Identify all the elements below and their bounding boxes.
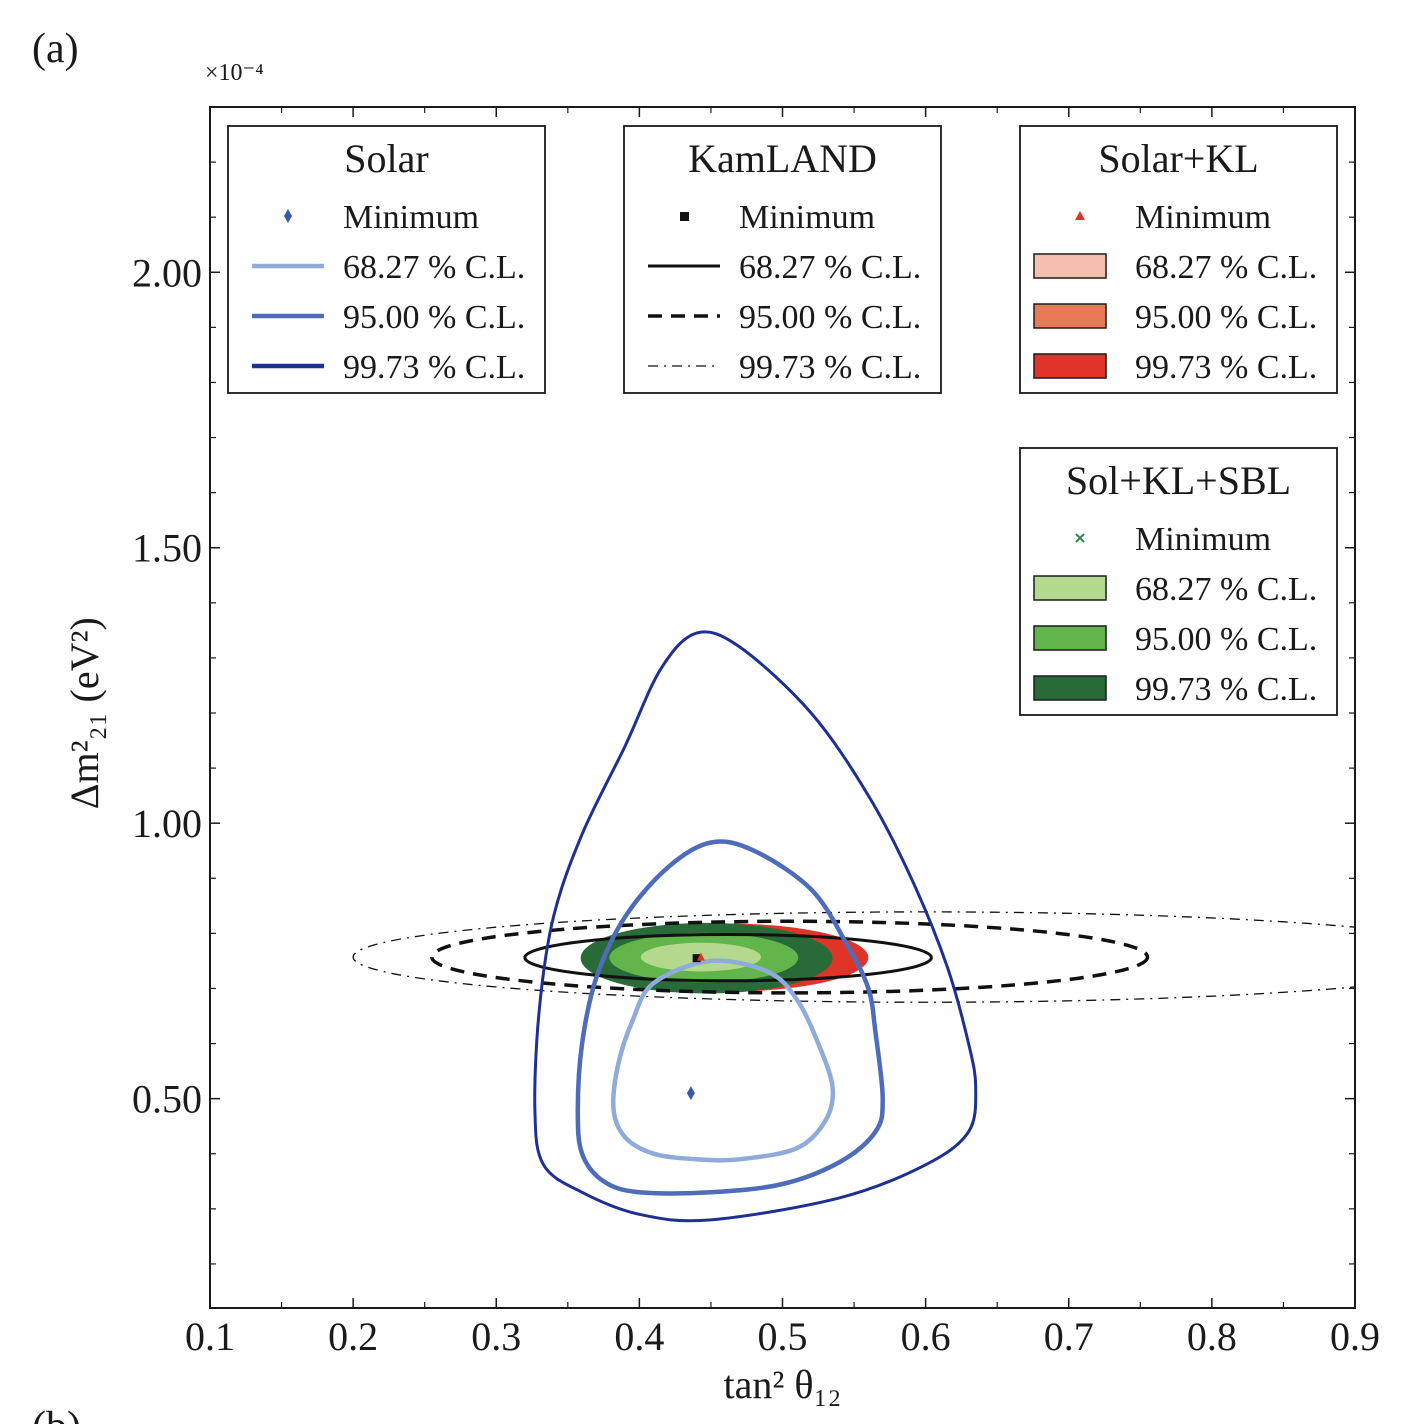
x-axis-label: tan² θ₁₂ bbox=[724, 1362, 842, 1407]
minimum-markers bbox=[686, 952, 705, 1101]
x-tick-label: 0.5 bbox=[758, 1314, 808, 1359]
legend-entry-label: 68.27 % C.L. bbox=[1135, 571, 1317, 608]
legend-entry-label: 99.73 % C.L. bbox=[1135, 349, 1317, 386]
legend-x-marker bbox=[1075, 533, 1085, 543]
kamland-contour bbox=[523, 932, 933, 983]
legend-entry-label: 99.73 % C.L. bbox=[343, 349, 525, 386]
legend-title: Solar+KL bbox=[1098, 136, 1258, 181]
y-axis-label: Δm²₂₁ (eV²) bbox=[62, 617, 107, 809]
legend-patch-swatch bbox=[1033, 675, 1107, 701]
panel-label: (a) bbox=[32, 26, 79, 72]
legend-entry-label: 95.00 % C.L. bbox=[739, 299, 921, 336]
legend-patch-swatch bbox=[1033, 353, 1107, 379]
axis-ticks: 0.1 0.2 0.3 0.4 0.5 0.6 0.7 0.8 0.9 0.50 1.00 1.50 2… bbox=[132, 107, 1380, 1359]
x-tick-label: 0.9 bbox=[1330, 1314, 1380, 1359]
x-tick-label: 0.8 bbox=[1187, 1314, 1237, 1359]
next-panel-label: (b) bbox=[32, 1404, 81, 1424]
y-tick-label: 0.50 bbox=[132, 1077, 202, 1122]
solar-minimum-marker bbox=[686, 1086, 695, 1101]
contours-layer bbox=[352, 630, 1355, 1223]
x-tick-label: 0.6 bbox=[901, 1314, 951, 1359]
legend-triangle-marker bbox=[1075, 211, 1085, 220]
y-tick-label: 1.00 bbox=[132, 801, 202, 846]
legend-title: KamLAND bbox=[688, 136, 877, 181]
legend-box bbox=[623, 125, 942, 394]
legend-square-marker bbox=[680, 212, 689, 221]
legend-entry-label: 99.73 % C.L. bbox=[1135, 671, 1317, 708]
legend-box bbox=[227, 125, 546, 394]
legend-patch-swatch bbox=[1033, 625, 1107, 651]
legend-kamland: KamLAND Minimum 68.27 % C.L. 95.00 % C.L. 99… bbox=[623, 125, 942, 394]
x-tick-label: 0.3 bbox=[471, 1314, 521, 1359]
solar-contour bbox=[533, 630, 978, 1223]
legend-title: Solar bbox=[344, 136, 428, 181]
legend-entry-label: Minimum bbox=[343, 199, 479, 236]
y-tick-label: 2.00 bbox=[132, 250, 202, 295]
x-tick-label: 0.1 bbox=[185, 1314, 235, 1359]
solar-contour bbox=[611, 958, 836, 1163]
legend-title: Sol+KL+SBL bbox=[1066, 458, 1291, 503]
legend-entry-label: 68.27 % C.L. bbox=[343, 249, 525, 286]
solar-contour bbox=[575, 839, 885, 1196]
solar-kl-minimum-marker bbox=[696, 952, 705, 961]
legend-entry-label: 95.00 % C.L. bbox=[1135, 621, 1317, 658]
legends: Solar Minimum 68.27 % C.L. 95.00 % C.L. 99.7… bbox=[227, 125, 1338, 716]
legend-solar-kl: Solar+KL Minimum 68.27 % C.L. 95.00 % C.L. 9… bbox=[1019, 125, 1338, 394]
x-tick-label: 0.4 bbox=[614, 1314, 664, 1359]
kamland-minimum-marker bbox=[692, 954, 701, 963]
y-axis-multiplier: ×10⁻⁴ bbox=[205, 60, 264, 86]
legend-diamond-marker bbox=[284, 209, 292, 223]
x-tick-label: 0.7 bbox=[1044, 1314, 1094, 1359]
legend-entry-label: 95.00 % C.L. bbox=[1135, 299, 1317, 336]
legend-patch-swatch bbox=[1033, 253, 1107, 279]
kamland-contour bbox=[352, 911, 1355, 1003]
y-tick-label: 1.50 bbox=[132, 526, 202, 571]
legend-entry-label: Minimum bbox=[1135, 521, 1271, 558]
legend-entry-label: 68.27 % C.L. bbox=[739, 249, 921, 286]
legend-sol-kl-sbl: Sol+KL+SBL Minimum 68.27 % C.L. 95.00 % C.L… bbox=[1019, 447, 1338, 716]
legend-entry-label: 68.27 % C.L. bbox=[1135, 249, 1317, 286]
legend-entry-label: 99.73 % C.L. bbox=[739, 349, 921, 386]
legend-solar: Solar Minimum 68.27 % C.L. 95.00 % C.L. 99.7… bbox=[227, 125, 546, 394]
x-tick-label: 0.2 bbox=[328, 1314, 378, 1359]
legend-patch-swatch bbox=[1033, 303, 1107, 329]
legend-entry-label: Minimum bbox=[739, 199, 875, 236]
legend-entry-label: 95.00 % C.L. bbox=[343, 299, 525, 336]
legend-entry-label: Minimum bbox=[1135, 199, 1271, 236]
legend-patch-swatch bbox=[1033, 575, 1107, 601]
kamland-contour bbox=[430, 919, 1150, 995]
